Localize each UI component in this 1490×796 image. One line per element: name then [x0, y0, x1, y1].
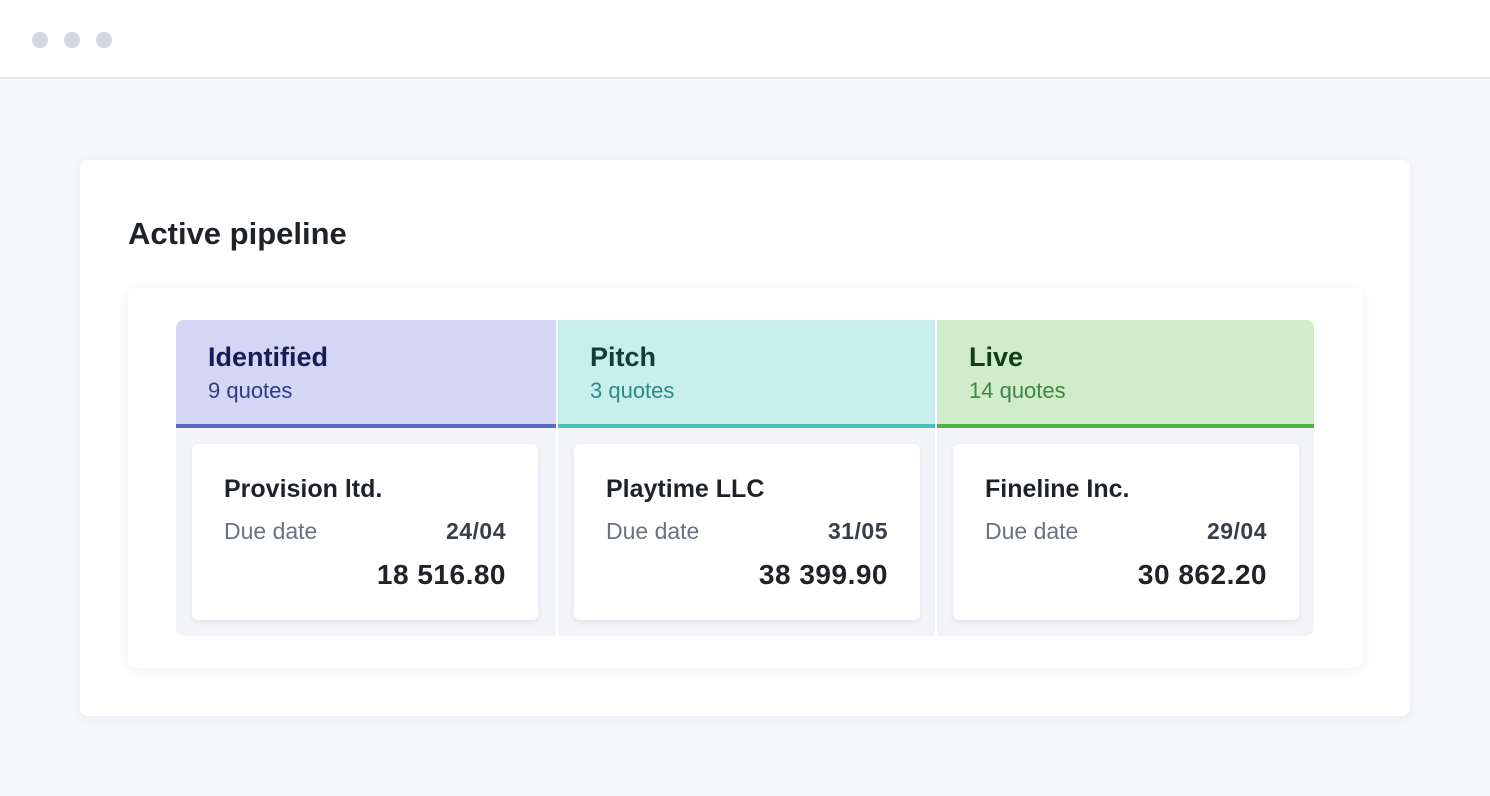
pipeline-board: Identified 9 quotes Provision ltd. Due d…	[176, 320, 1314, 636]
due-date-value: 24/04	[445, 518, 506, 544]
quote-card[interactable]: Provision ltd. Due date 24/04 18 516.80	[192, 444, 538, 620]
quote-amount: 38 399.90	[758, 559, 888, 590]
quote-card[interactable]: Fineline Inc. Due date 29/04 30 862.20	[953, 444, 1299, 620]
due-date-label: Due date	[985, 518, 1079, 544]
page-title: Active pipeline	[128, 216, 347, 251]
column-quote-count: 14 quotes	[969, 378, 1066, 403]
column-pitch: Pitch 3 quotes Playtime LLC Due date 31/…	[556, 320, 935, 636]
column-quote-count: 9 quotes	[208, 378, 293, 403]
column-header[interactable]: Pitch 3 quotes	[558, 320, 935, 428]
due-date-row: Due date 31/05	[606, 516, 888, 546]
window-title-bar	[0, 0, 1490, 79]
window-maximize-dot[interactable]	[96, 32, 112, 48]
due-date-row: Due date 24/04	[224, 516, 506, 546]
due-date-label: Due date	[606, 518, 700, 544]
pipeline-panel: Active pipeline Identified 9 quotes Prov…	[80, 160, 1410, 716]
quote-card[interactable]: Playtime LLC Due date 31/05 38 399.90	[574, 444, 920, 620]
column-header[interactable]: Identified 9 quotes	[176, 320, 556, 428]
due-date-label: Due date	[224, 518, 318, 544]
due-date-value: 29/04	[1206, 518, 1267, 544]
column-title: Live	[969, 342, 1024, 372]
column-quote-count: 3 quotes	[590, 378, 675, 403]
client-name: Provision ltd.	[224, 475, 383, 503]
window-minimize-dot[interactable]	[64, 32, 80, 48]
pipeline-board-container: Identified 9 quotes Provision ltd. Due d…	[128, 288, 1362, 668]
column-title: Pitch	[590, 342, 657, 372]
column-title: Identified	[208, 342, 328, 372]
window-close-dot[interactable]	[32, 32, 48, 48]
client-name: Playtime LLC	[606, 475, 765, 503]
client-name: Fineline Inc.	[985, 475, 1130, 503]
quote-amount: 18 516.80	[376, 559, 506, 590]
column-live: Live 14 quotes Fineline Inc. Due date 29…	[935, 320, 1314, 636]
due-date-row: Due date 29/04	[985, 516, 1267, 546]
quote-amount: 30 862.20	[1137, 559, 1267, 590]
column-identified: Identified 9 quotes Provision ltd. Due d…	[176, 320, 556, 636]
column-header[interactable]: Live 14 quotes	[937, 320, 1314, 428]
due-date-value: 31/05	[827, 518, 888, 544]
